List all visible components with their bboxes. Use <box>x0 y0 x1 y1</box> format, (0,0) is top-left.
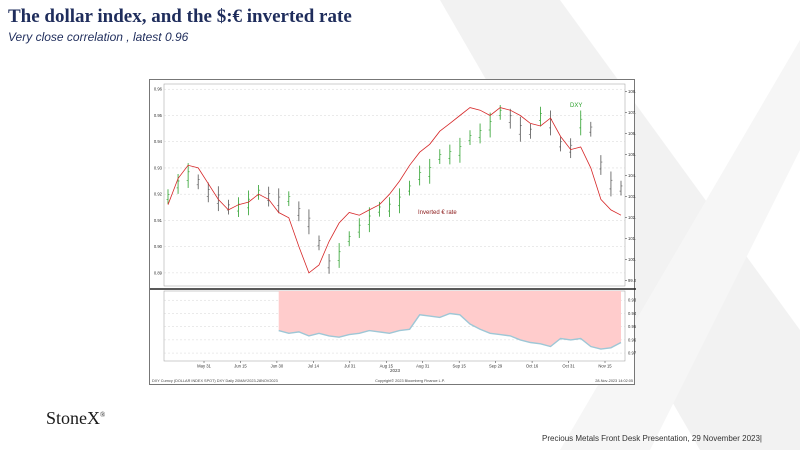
corr-axis-tick-label: 0.93 <box>628 298 636 303</box>
x-axis-tick-label: Sep 15 <box>453 364 467 369</box>
x-axis-tick-label: Jul 31 <box>344 364 356 369</box>
right-axis-tick-label: 100.00 <box>628 257 636 262</box>
right-axis-tick-label: 108.00 <box>628 89 636 94</box>
eur-inverted-line <box>167 107 622 274</box>
right-axis-tick-label: 107.00 <box>628 110 636 115</box>
x-axis: May 31 Jun 15 Jun 30 Jul 14 Jul 31 Aug 15 Aug … <box>197 361 612 369</box>
eur-series-label: Inverted € rate <box>418 210 457 216</box>
left-axis-tick-label: 0.94 <box>154 139 163 144</box>
corr-axis-tick-label: 0.95 <box>628 324 636 329</box>
logo-registered-mark: ® <box>100 411 106 419</box>
x-axis-tick-label: Aug 15 <box>380 364 394 369</box>
stonex-logo: StoneX® <box>46 408 105 429</box>
left-axis-tick-label: 0.91 <box>154 218 163 223</box>
source-center: Copyright© 2023 Bloomberg Finance L.P. <box>375 379 445 383</box>
x-axis-tick-label: Jun 15 <box>234 364 247 369</box>
left-axis-tick-label: 0.92 <box>154 192 163 197</box>
source-left: DXY Curncy (DOLLAR INDEX SPOT) DXY Daily… <box>152 379 278 383</box>
slide-subtitle: Very close correlation , latest 0.96 <box>8 30 189 44</box>
correlation-area <box>278 291 621 350</box>
x-axis-tick-label: Jun 30 <box>271 364 284 369</box>
right-axis-tick-label: 106.00 <box>628 131 636 136</box>
x-axis-tick-label: Oct 16 <box>526 364 539 369</box>
presentation-footer: Precious Metals Front Desk Presentation,… <box>542 434 762 443</box>
correlation-panel: 0.93 0.94 0.95 0.96 0.97 <box>163 290 636 362</box>
source-right: 28-Nov-2023 14:02:05 <box>595 379 633 383</box>
left-axis-tick-label: 0.89 <box>154 270 163 275</box>
right-axis-tick-label: 104.00 <box>628 173 636 178</box>
left-axis-tick-label: 0.95 <box>154 113 163 118</box>
corr-axis-tick-label: 0.97 <box>628 351 636 356</box>
logo-text: StoneX <box>46 408 100 428</box>
x-axis-tick-label: May 31 <box>197 364 211 369</box>
left-axis-tick-label: 0.93 <box>154 165 163 170</box>
x-axis-tick-label: Jul 14 <box>308 364 320 369</box>
slide-title: The dollar index, and the $:€ inverted r… <box>8 6 352 27</box>
right-axis-tick-label: 99.00 <box>628 278 636 283</box>
dxy-series-label: DXY <box>570 103 582 109</box>
left-axis-tick-label: 0.96 <box>154 87 163 92</box>
left-axis-tick-label: 0.90 <box>154 244 163 249</box>
x-axis-tick-label: Nov 15 <box>598 364 612 369</box>
corr-axis-tick-label: 0.96 <box>628 337 636 342</box>
x-axis-tick-label: Aug 31 <box>416 364 430 369</box>
x-axis-tick-label: Oct 31 <box>562 364 575 369</box>
price-panel: 0.96 0.95 0.94 0.93 0.92 0.91 0.90 0.89 108.00 10… <box>150 83 636 290</box>
right-axis-tick-label: 105.00 <box>628 152 636 157</box>
right-axis-tick-label: 101.00 <box>628 236 636 241</box>
x-axis-tick-label: Sep 29 <box>489 364 503 369</box>
correlation-line <box>278 312 622 350</box>
right-axis-tick-label: 102.00 <box>628 215 636 220</box>
right-axis-tick-label: 103.00 <box>628 194 636 199</box>
corr-axis-tick-label: 0.94 <box>628 311 636 316</box>
bloomberg-chart: 0.96 0.95 0.94 0.93 0.92 0.91 0.90 0.89 108.00 10… <box>149 79 636 385</box>
x-axis-year: 2023 <box>390 368 401 373</box>
price-panel-frame <box>163 83 626 287</box>
chart-canvas: 0.96 0.95 0.94 0.93 0.92 0.91 0.90 0.89 108.00 10… <box>150 83 636 383</box>
